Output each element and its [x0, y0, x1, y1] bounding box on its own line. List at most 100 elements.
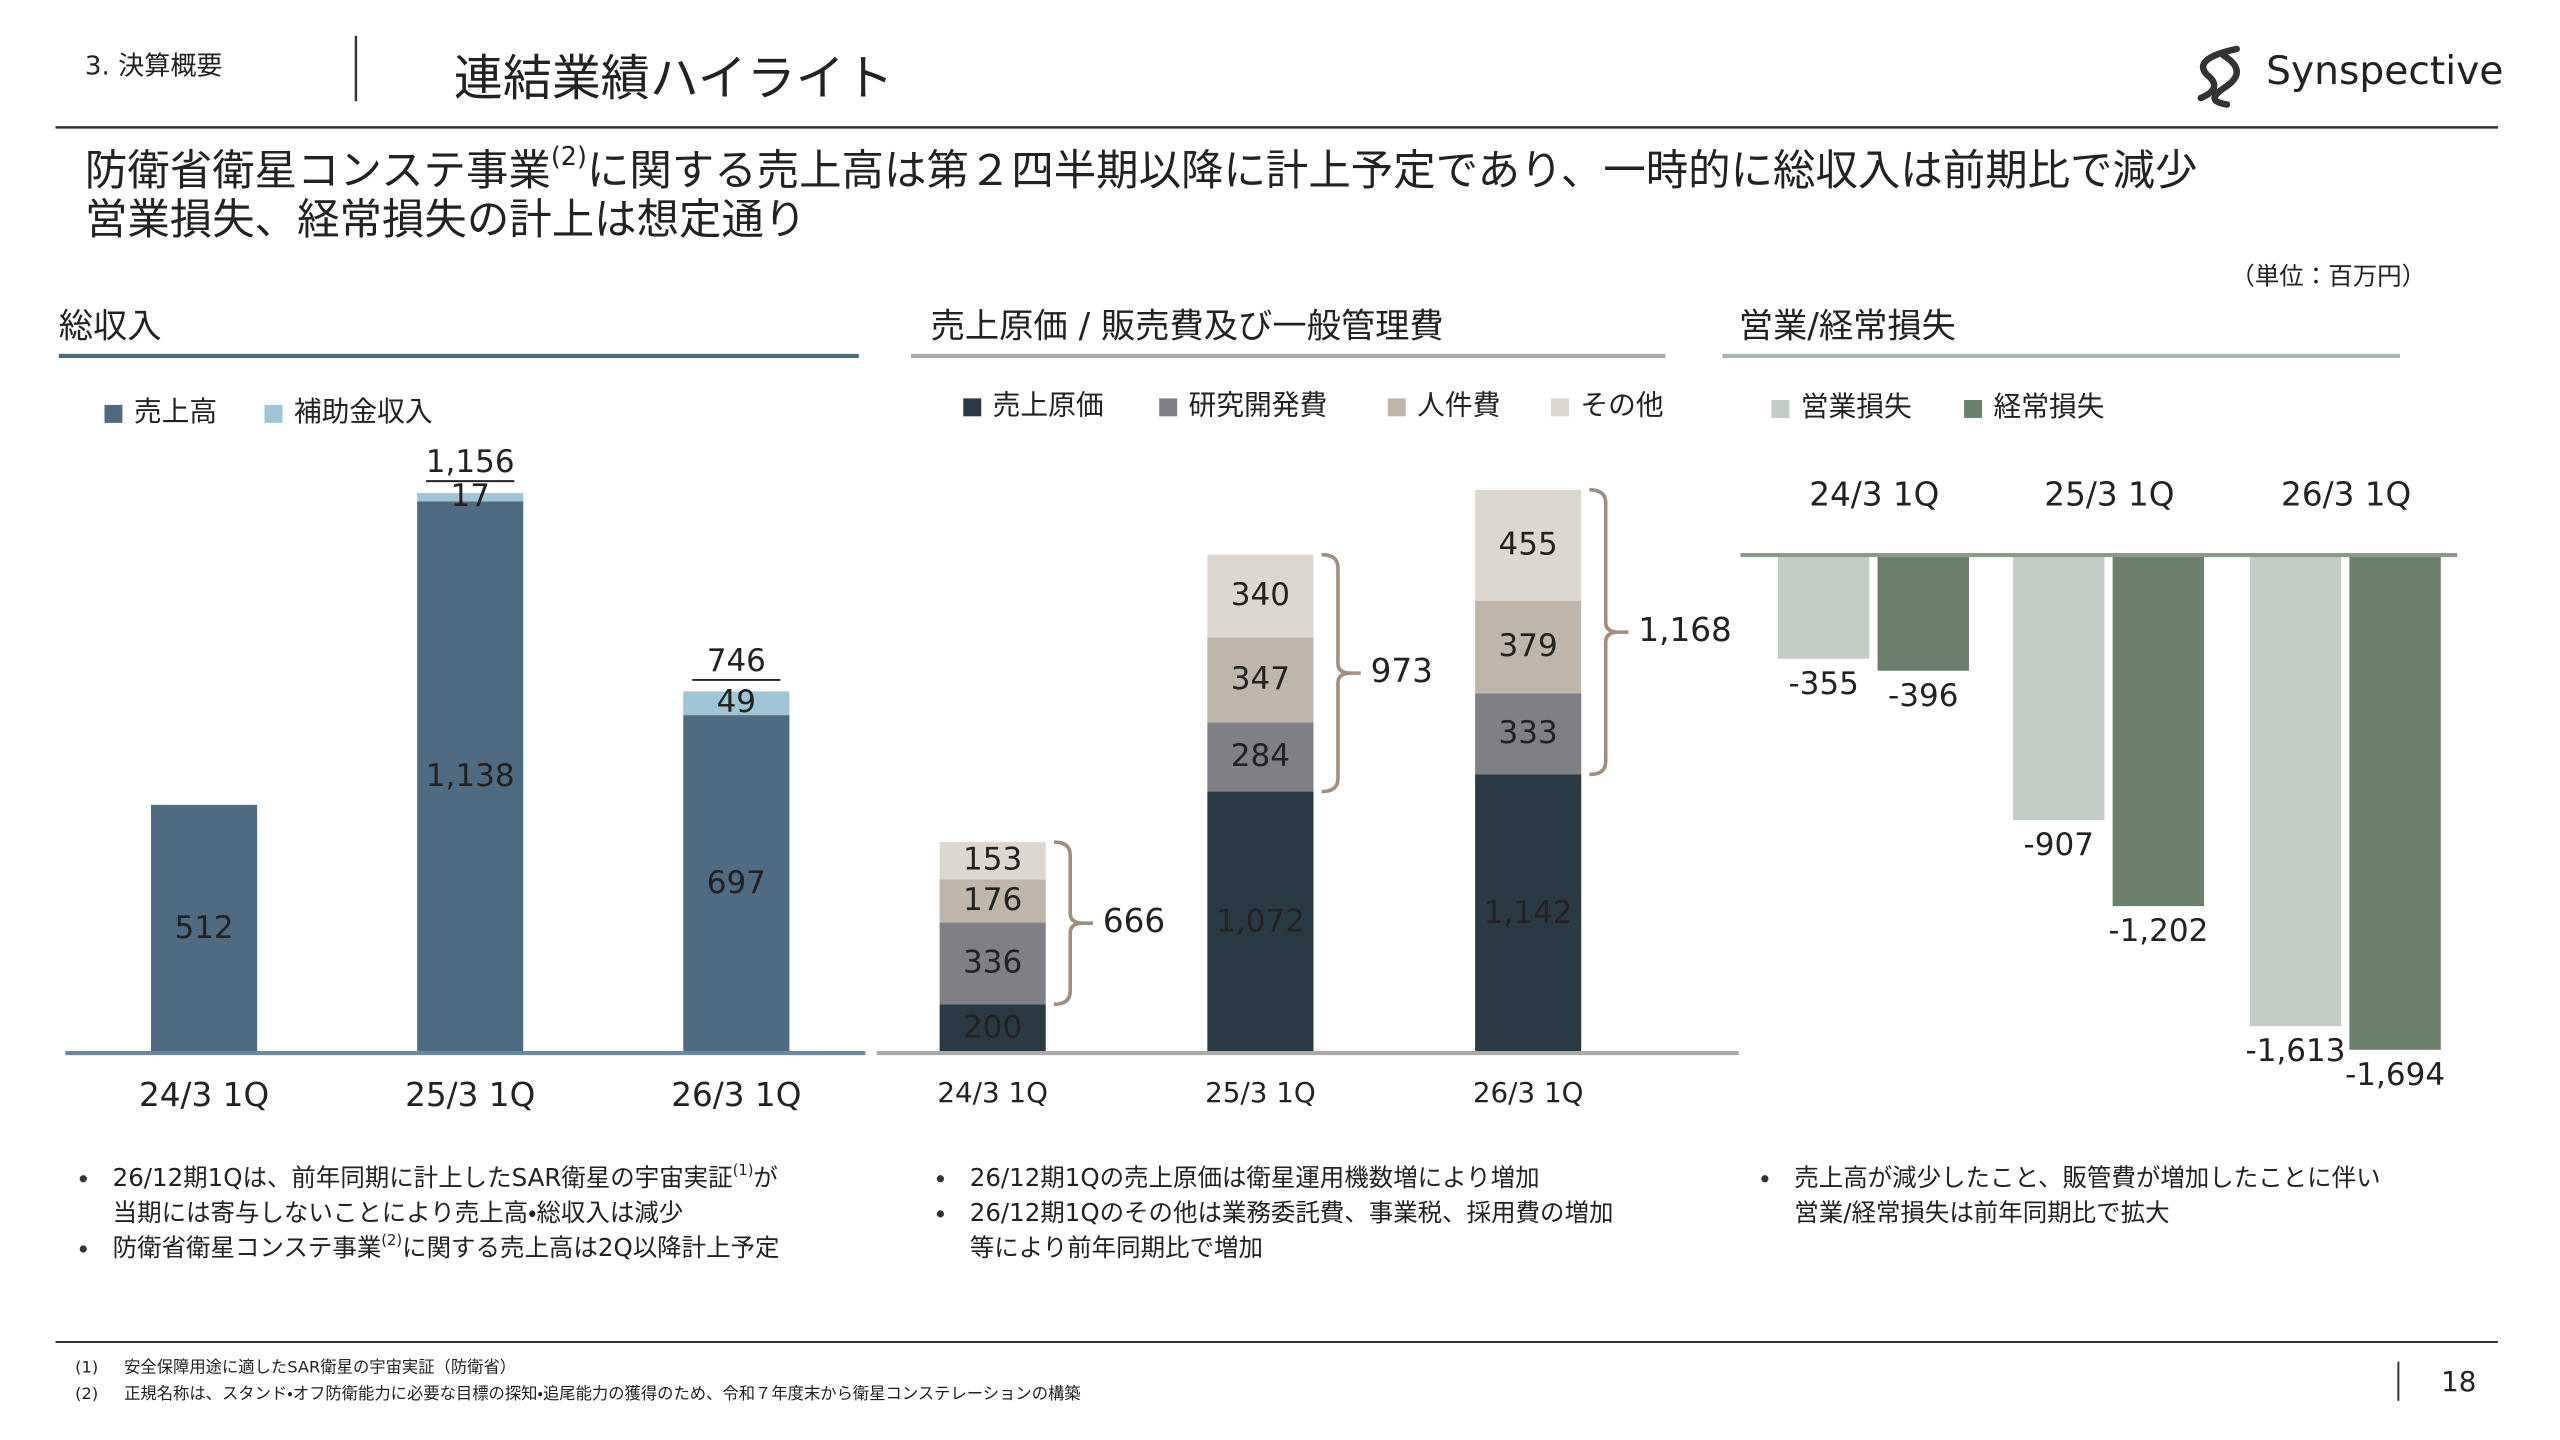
chart-title: 営業/経常損失 [1739, 307, 1956, 347]
value-label: 49 [717, 684, 756, 720]
value-label: 1,142 [1484, 895, 1573, 931]
value-label: 176 [963, 882, 1022, 918]
bracket-label: 1,168 [1638, 611, 1731, 649]
headline: 防衛省衛星コンステ事業(2)に関する売上高は第２四半期以降に計上予定であり、一時… [85, 142, 2198, 196]
value-label: -1,613 [2246, 1033, 2346, 1069]
bar-segment [683, 715, 790, 1054]
value-label: 336 [963, 944, 1022, 980]
value-label: 284 [1231, 738, 1290, 774]
bar-segment [151, 804, 258, 1054]
x-tick-label: 25/3 1Q [2044, 475, 2174, 513]
value-label: -1,202 [2108, 913, 2208, 949]
bracket-label: 973 [1371, 652, 1433, 690]
section-label: 3. 決算概要 [85, 51, 223, 81]
value-label: 379 [1499, 628, 1558, 664]
page-title: 連結業績ハイライト [454, 50, 894, 107]
headline: 営業損失、経常損失の計上は想定通り [85, 196, 806, 245]
note-text: 等により前年同期比で増加 [970, 1233, 1263, 1262]
value-label: 1,138 [426, 758, 515, 794]
bar-segment [1207, 722, 1314, 792]
bar-segment [1475, 489, 1582, 601]
text-segment: 営業/経常損失は前年同期比で拡大 [1794, 1198, 2169, 1227]
bracket [1589, 488, 1629, 777]
text-segment: (2) [551, 142, 587, 172]
bar-segment [939, 922, 1046, 1005]
legend-label: 補助金収入 [294, 395, 433, 428]
note-text: 26/12期1Qは、前年同期に計上したSAR衛星の宇宙実証(1)が [113, 1161, 778, 1192]
note-text: 防衛省衛星コンステ事業(2)に関する売上高は2Q以降計上予定 [113, 1231, 780, 1262]
bar-segment [417, 493, 524, 502]
legend-label: 売上高 [134, 395, 217, 428]
note-text: 当期には寄与しないことにより売上高・総収入は減少 [113, 1198, 684, 1227]
bar [1777, 555, 1870, 659]
text-segment: 防衛省衛星コンステ事業 [85, 147, 551, 196]
bar-segment [939, 1004, 1046, 1054]
x-tick-label: 26/3 1Q [2281, 475, 2411, 513]
value-label: -907 [2024, 827, 2094, 863]
x-tick-label: 25/3 1Q [405, 1076, 535, 1114]
bullet [79, 1245, 87, 1253]
bullet [936, 1175, 944, 1183]
note-text: 売上高が減少したこと、販管費が増加したことに伴い [1794, 1163, 2380, 1192]
note-text: 営業/経常損失は前年同期比で拡大 [1794, 1198, 2169, 1227]
bracket [1053, 840, 1094, 1007]
footnote-text: 安全保障用途に適したSAR衛星の宇宙実証（防衛省） [124, 1358, 516, 1377]
value-label: 333 [1499, 715, 1558, 751]
bar [2249, 555, 2342, 1027]
x-tick-label: 24/3 1Q [937, 1076, 1048, 1109]
chart-title: 売上原価 / 販売費及び一般管理費 [931, 307, 1444, 347]
bar-segment [1475, 693, 1582, 775]
text-segment: 営業損失、経常損失の計上は想定通り [85, 196, 806, 245]
chart-title: 総収入 [59, 307, 162, 347]
total-label: 746 [707, 643, 766, 679]
bar-segment [417, 501, 524, 1054]
bar-segment [1207, 637, 1314, 723]
x-tick-label: 26/3 1Q [671, 1076, 801, 1114]
value-label: 347 [1231, 661, 1290, 697]
text-segment: (2) [381, 1231, 402, 1248]
legend-label: 人件費 [1417, 389, 1500, 422]
footnote-mark: (2) [75, 1384, 98, 1403]
text-segment: (1) [733, 1161, 754, 1178]
bar [2112, 555, 2205, 907]
bar [2349, 555, 2441, 1050]
logo-text: Synspective [2266, 49, 2503, 94]
legend-swatch [1551, 398, 1569, 417]
text-segment: 売上高が減少したこと、販管費が増加したことに伴い [1794, 1163, 2380, 1192]
value-label: -1,694 [2345, 1057, 2445, 1093]
bar-segment [1207, 554, 1314, 638]
legend-label: 経常損失 [1993, 390, 2104, 423]
text-segment: に関する売上高は第２四半期以降に計上予定であり、一時的に総収入は前期比で減少 [587, 147, 2198, 196]
text-segment: 26/12期1Qは、前年同期に計上したSAR衛星の宇宙実証 [113, 1163, 733, 1192]
page-number: 18 [2441, 1365, 2476, 1398]
bullet [79, 1175, 87, 1183]
unit-label: （単位：百万円） [2230, 262, 2426, 291]
text-segment: 26/12期1Qのその他は業務委託費、事業税、採用費の増加 [970, 1198, 1614, 1227]
bar-segment [939, 879, 1046, 923]
legend-label: 売上原価 [993, 389, 1104, 422]
value-label: -355 [1788, 666, 1858, 702]
x-tick-label: 26/3 1Q [1473, 1076, 1584, 1109]
text-segment: 当期には寄与しないことにより売上高・総収入は減少 [113, 1198, 684, 1227]
legend-swatch [963, 398, 982, 417]
note-text: 26/12期1Qの売上原価は衛星運用機数増により増加 [970, 1163, 1540, 1192]
x-tick-label: 24/3 1Q [1809, 475, 1939, 513]
logo-icon [2197, 45, 2240, 108]
bar-segment [1475, 774, 1582, 1054]
legend-label: その他 [1580, 389, 1663, 422]
value-label: 340 [1231, 577, 1290, 613]
legend-swatch [1771, 400, 1790, 418]
value-label: 200 [963, 1010, 1022, 1046]
total-label: 1,156 [426, 444, 515, 480]
bracket [1321, 552, 1361, 794]
legend-swatch [104, 404, 123, 423]
value-label: 512 [174, 910, 233, 946]
value-label: 697 [707, 865, 766, 901]
note-text: 26/12期1Qのその他は業務委託費、事業税、採用費の増加 [970, 1198, 1614, 1227]
bar [1877, 555, 1969, 671]
legend-label: 研究開発費 [1189, 389, 1328, 422]
value-label: 17 [450, 478, 489, 514]
value-label: -396 [1888, 678, 1958, 714]
text-segment: が [753, 1163, 777, 1192]
